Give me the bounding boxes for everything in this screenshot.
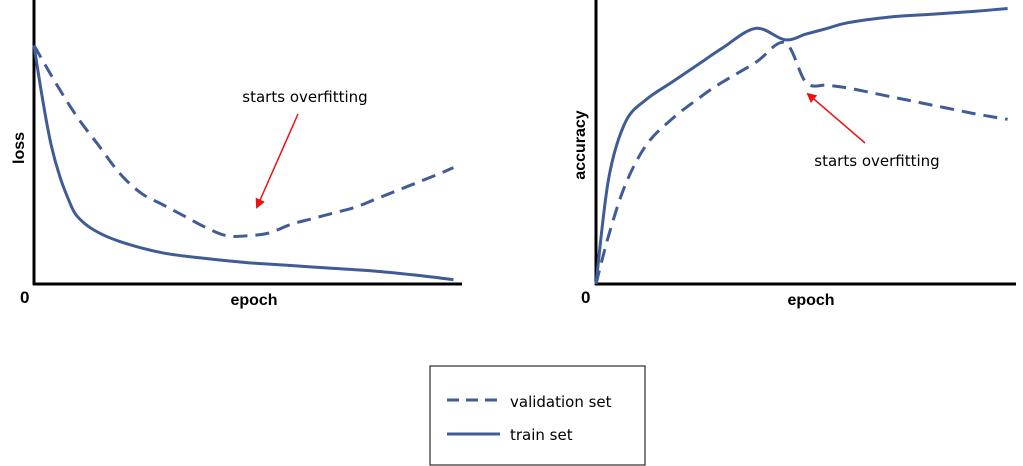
loss-origin-label: 0 [20,288,29,307]
accuracy-origin-label: 0 [581,288,590,307]
loss-annotation-text: starts overfitting [242,88,367,106]
loss-series-layer [32,44,454,282]
loss-chart: 0 epoch loss starts overfitting [11,0,462,309]
loss-x-axis-title: epoch [230,292,277,309]
accuracy-x-axis-title: epoch [787,292,834,309]
accuracy-series-layer [594,7,1008,285]
loss-annotation-arrow [255,113,299,209]
accuracy-train-set-line [594,7,1008,285]
accuracy-chart: 0 epoch accuracy starts overfitting [572,0,1016,309]
legend-validation-label: validation set [510,393,612,411]
legend-box [429,365,646,466]
legend: validation set train set [429,365,646,466]
accuracy-y-axis-title: accuracy [572,110,589,179]
accuracy-annotation-arrow [806,92,866,144]
loss-train-set-line [32,45,454,282]
loss-validation-set-line [32,44,454,238]
accuracy-annotation-text: starts overfitting [814,152,939,170]
loss-y-axis-title: loss [11,132,28,164]
accuracy-validation-set-line [594,40,1008,285]
legend-train-label: train set [510,426,573,444]
